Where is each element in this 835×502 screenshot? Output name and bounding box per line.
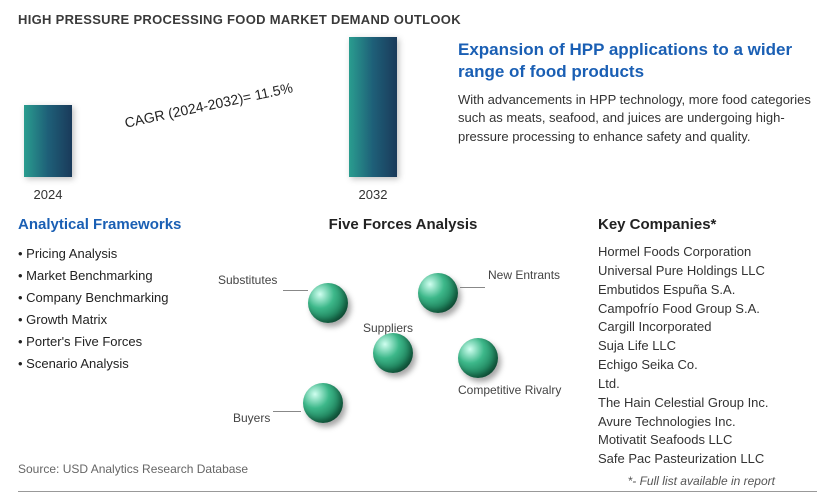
expansion-panel: Expansion of HPP applications to a wider… (448, 37, 817, 202)
list-item: Suja Life LLC (598, 337, 817, 356)
footnote-text: *- Full list available in report (628, 474, 775, 488)
frameworks-list: Pricing Analysis Market Benchmarking Com… (18, 243, 208, 376)
five-forces-title: Five Forces Analysis (208, 216, 598, 233)
expansion-title: Expansion of HPP applications to a wider… (458, 39, 817, 83)
bar-2024 (24, 105, 72, 177)
list-item: Embutidos Espuña S.A. (598, 281, 817, 300)
cagr-annotation: CAGR (2024-2032)= 11.5% (123, 79, 294, 130)
leader-line (273, 411, 301, 412)
list-item: Hormel Foods Corporation (598, 243, 817, 262)
companies-panel: Key Companies* Hormel Foods Corporation … (598, 216, 817, 469)
force-label-substitutes: Substitutes (218, 273, 277, 287)
leader-line (283, 290, 308, 291)
force-label-new-entrants: New Entrants (488, 268, 560, 282)
sphere-substitutes (308, 283, 348, 323)
companies-list: Hormel Foods Corporation Universal Pure … (598, 243, 817, 469)
five-forces-panel: Five Forces Analysis Substitutes New Ent… (208, 216, 598, 469)
list-item: Avure Technologies Inc. (598, 413, 817, 432)
page-title: HIGH PRESSURE PROCESSING FOOD MARKET DEM… (0, 0, 835, 27)
sphere-buyers (303, 383, 343, 423)
list-item: Cargill Incorporated (598, 318, 817, 337)
leader-line (460, 287, 485, 288)
sphere-rivalry (458, 338, 498, 378)
list-item: Market Benchmarking (18, 265, 208, 287)
list-item: Motivatit Seafoods LLC (598, 431, 817, 450)
bar-2024-wrap (18, 105, 78, 177)
list-item: The Hain Celestial Group Inc. (598, 394, 817, 413)
list-item: Growth Matrix (18, 309, 208, 331)
list-item: Echigo Seika Co. (598, 356, 817, 375)
list-item: Pricing Analysis (18, 243, 208, 265)
force-label-buyers: Buyers (233, 411, 270, 425)
list-item: Universal Pure Holdings LLC (598, 262, 817, 281)
force-label-rivalry: Competitive Rivalry (458, 383, 561, 397)
list-item: Safe Pac Pasteurization LLC (598, 450, 817, 469)
bar-label-2032: 2032 (343, 187, 403, 202)
bar-label-2024: 2024 (18, 187, 78, 202)
bottom-row: Analytical Frameworks Pricing Analysis M… (0, 202, 835, 469)
frameworks-panel: Analytical Frameworks Pricing Analysis M… (18, 216, 208, 469)
expansion-body: With advancements in HPP technology, mor… (458, 91, 817, 146)
sphere-new-entrants (418, 273, 458, 313)
bottom-rule (18, 491, 817, 492)
five-forces-canvas: Substitutes New Entrants Suppliers Compe… (208, 243, 598, 433)
companies-title: Key Companies* (598, 216, 817, 233)
top-row: CAGR (2024-2032)= 11.5% 2024 2032 Expans… (0, 27, 835, 202)
bar-2032 (349, 37, 397, 177)
list-item: Scenario Analysis (18, 353, 208, 375)
bar-2032-wrap (343, 37, 403, 177)
demand-chart: CAGR (2024-2032)= 11.5% 2024 2032 (18, 37, 448, 202)
list-item: Porter's Five Forces (18, 331, 208, 353)
list-item: Campofrío Food Group S.A. (598, 300, 817, 319)
bar-group: CAGR (2024-2032)= 11.5% (18, 37, 448, 177)
sphere-suppliers (373, 333, 413, 373)
frameworks-title: Analytical Frameworks (18, 216, 208, 233)
list-item: Company Benchmarking (18, 287, 208, 309)
source-text: Source: USD Analytics Research Database (18, 462, 248, 476)
list-item: Ltd. (598, 375, 817, 394)
